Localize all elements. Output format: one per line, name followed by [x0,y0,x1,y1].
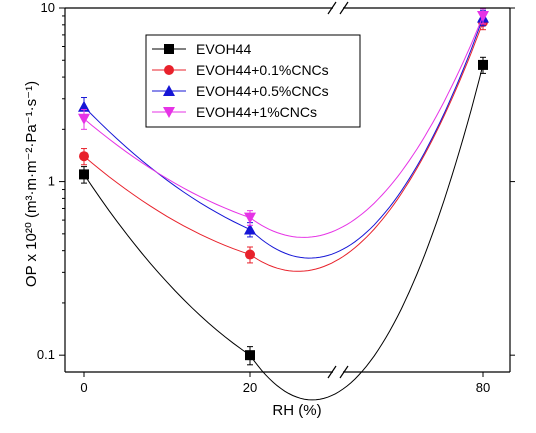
legend: EVOH44 EVOH44+0.1%CNCs EVOH44+0.5%CNCs EVOH… [145,34,361,128]
plot-area [78,8,489,401]
data-point [244,223,256,235]
legend-label: EVOH44+1%CNCs [196,104,317,120]
series-3 [78,8,489,238]
legend-label: EVOH44+0.5%CNCs [196,83,329,99]
axis-break-mark [339,1,349,15]
axis-break-mark [327,1,337,15]
data-point [78,113,90,125]
legend-label: EVOH44+0.1%CNCs [196,62,329,78]
y-tick-label: 0.1 [37,347,55,362]
x-tick-label: 80 [476,380,490,395]
axis-break-mark [339,365,349,379]
y-tick-label: 10 [41,0,55,15]
x-tick-label: 0 [80,380,87,395]
data-point [79,151,89,162]
data-point [477,10,489,22]
fit-curve [83,21,484,272]
series-2 [78,9,489,259]
data-point [245,350,255,361]
axes: 0 20 80 0.1 1 10 [37,0,515,395]
legend-marker [164,44,174,54]
legend-marker [163,107,175,118]
data-point [245,249,255,260]
legend-marker [163,85,175,96]
legend-marker [164,65,174,75]
series-0 [79,56,488,401]
y-tick-label: 1 [48,174,55,189]
fit-curve [83,17,484,259]
x-axis-title: RH (%) [272,402,321,419]
data-point [244,212,256,224]
axis-break-mark [327,365,337,379]
data-point [78,100,90,112]
fit-curve [83,15,484,238]
data-point [478,59,488,70]
y-axis-title: OP x 10²⁰ (m³·m·m⁻²·Pa⁻¹·s⁻¹) [23,81,40,287]
legend-label: EVOH44 [196,41,251,57]
fit-curve [83,64,484,401]
x-tick-label: 20 [243,380,257,395]
data-point [79,169,89,180]
